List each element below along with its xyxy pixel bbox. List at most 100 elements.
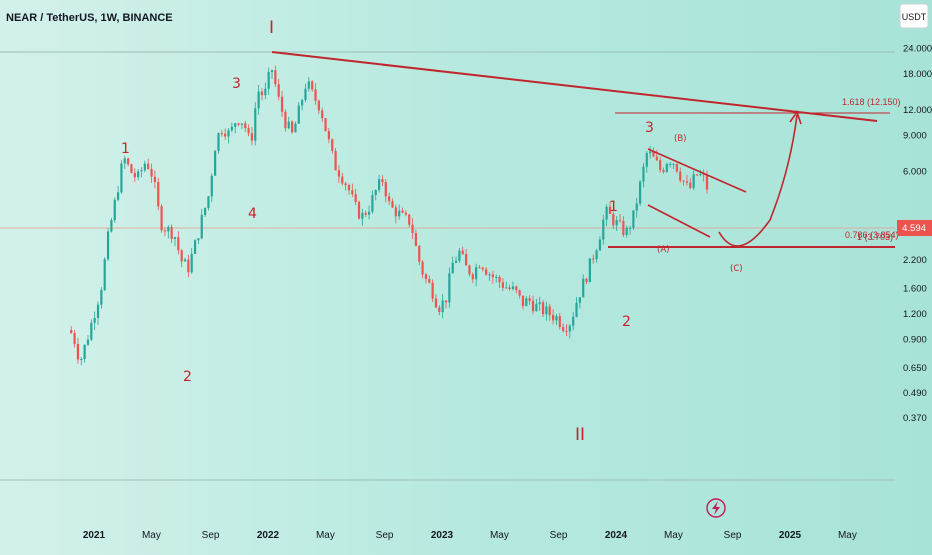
candle-down bbox=[585, 278, 588, 283]
candle-up bbox=[203, 207, 207, 215]
y-tick-label: 0.370 bbox=[903, 413, 927, 424]
candle-down bbox=[521, 295, 525, 307]
wave-label-4: 4 bbox=[248, 206, 257, 222]
candle-down bbox=[187, 259, 190, 273]
candle-down bbox=[384, 182, 387, 197]
candle-up bbox=[605, 206, 608, 220]
candle-up bbox=[454, 260, 458, 263]
candle-up bbox=[230, 126, 233, 131]
projection-arrowhead bbox=[789, 110, 802, 125]
candle-up bbox=[167, 226, 170, 232]
candle-down bbox=[147, 163, 150, 169]
candle-down bbox=[250, 133, 254, 141]
candle-up bbox=[173, 237, 177, 239]
candle-up bbox=[625, 227, 628, 235]
y-tick-label: 1.200 bbox=[903, 309, 927, 320]
candle-down bbox=[260, 91, 264, 96]
candle-down bbox=[689, 182, 692, 189]
currency-button[interactable]: USDT bbox=[899, 3, 929, 29]
projection-arrow[interactable] bbox=[718, 114, 798, 247]
candle-up bbox=[123, 158, 126, 164]
candle-down bbox=[438, 307, 441, 313]
candle-down bbox=[421, 261, 424, 275]
candle-down bbox=[76, 343, 80, 360]
candle-up bbox=[645, 153, 648, 167]
candle-down bbox=[364, 212, 367, 215]
resistance-trendline[interactable] bbox=[271, 51, 878, 122]
candle-down bbox=[153, 176, 156, 183]
candles bbox=[70, 65, 709, 366]
candle-up bbox=[193, 240, 197, 254]
channel-upper-line[interactable] bbox=[647, 148, 747, 193]
candle-up bbox=[595, 250, 598, 260]
candle-down bbox=[428, 278, 431, 283]
y-tick-label: 0.650 bbox=[903, 363, 927, 374]
candle-down bbox=[675, 163, 678, 172]
candle-down bbox=[160, 206, 163, 231]
candle-down bbox=[528, 298, 531, 301]
candle-down bbox=[347, 185, 351, 191]
time-axis[interactable]: 2021 May Sep 2022 May Sep 2023 May Sep 2024 May Sep… bbox=[83, 530, 857, 541]
x-tick-label: 2021 bbox=[83, 530, 106, 541]
candle-up bbox=[458, 250, 461, 261]
lightning-icon[interactable] bbox=[706, 498, 726, 518]
y-tick-label: 18.000 bbox=[903, 69, 932, 80]
candle-up bbox=[588, 258, 591, 283]
candle-down bbox=[485, 269, 488, 275]
x-tick-label: 2025 bbox=[779, 530, 802, 541]
candle-up bbox=[615, 220, 618, 226]
currency-label: USDT bbox=[902, 12, 927, 22]
candle-up bbox=[367, 211, 371, 215]
x-tick-label: Sep bbox=[202, 530, 220, 541]
candle-down bbox=[679, 171, 682, 181]
candle-down bbox=[157, 182, 160, 207]
candle-up bbox=[110, 220, 113, 232]
candle-down bbox=[163, 230, 167, 232]
channel-lower-line[interactable] bbox=[647, 204, 711, 238]
candle-up bbox=[100, 290, 103, 305]
candle-up bbox=[240, 123, 243, 125]
fib-label-0786: 0.786 (3.854) bbox=[845, 230, 899, 240]
candle-down bbox=[682, 180, 685, 182]
candle-down bbox=[655, 156, 658, 161]
candle-down bbox=[618, 220, 622, 222]
candle-down bbox=[541, 302, 545, 315]
candle-up bbox=[143, 163, 146, 171]
candle-down bbox=[311, 81, 314, 90]
candle-down bbox=[515, 286, 518, 291]
last-price-badge: 4.594 bbox=[897, 220, 932, 236]
candle-up bbox=[93, 318, 96, 323]
candle-down bbox=[150, 168, 153, 177]
candle-up bbox=[267, 71, 270, 89]
wave-label-1: 1 bbox=[121, 141, 130, 157]
candle-down bbox=[354, 194, 357, 202]
candle-down bbox=[478, 267, 481, 269]
candle-down bbox=[130, 164, 133, 173]
candle-down bbox=[464, 254, 468, 266]
wave-label-sub-1: 1 bbox=[609, 199, 618, 215]
x-tick-label: Sep bbox=[376, 530, 394, 541]
candle-down bbox=[551, 315, 555, 321]
x-tick-label: 2023 bbox=[431, 530, 454, 541]
candle-up bbox=[638, 181, 642, 204]
candle-down bbox=[608, 206, 612, 215]
candle-up bbox=[374, 190, 377, 196]
candle-up bbox=[488, 274, 491, 276]
candle-down bbox=[558, 316, 561, 328]
candle-down bbox=[491, 274, 494, 278]
candle-down bbox=[337, 170, 341, 177]
candle-down bbox=[314, 89, 317, 101]
candle-up bbox=[598, 239, 602, 251]
candle-down bbox=[170, 226, 173, 239]
candle-up bbox=[297, 105, 300, 124]
candle-up bbox=[672, 163, 675, 165]
wave-label-A: (A) bbox=[657, 245, 669, 255]
candle-down bbox=[592, 258, 595, 260]
fib-label-1: 1 (3.703) bbox=[857, 232, 893, 242]
candle-up bbox=[183, 259, 187, 262]
candle-up bbox=[568, 325, 571, 332]
candle-up bbox=[602, 219, 605, 240]
candle-down bbox=[357, 201, 361, 219]
last-price-label: 4.594 bbox=[902, 223, 926, 234]
